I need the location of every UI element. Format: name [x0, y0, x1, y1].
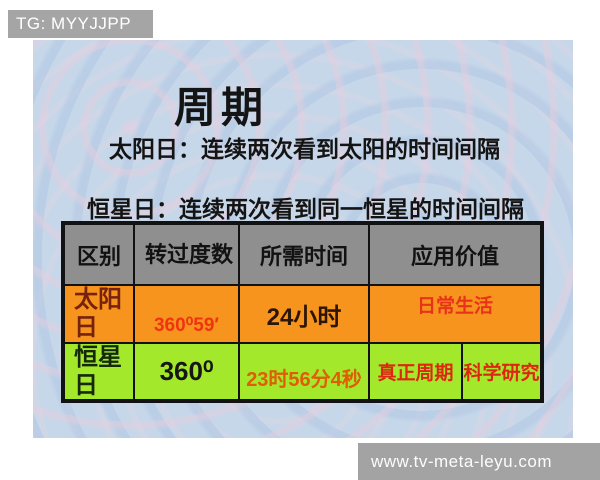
- sidereal-day-degrees-cell: 360⁰: [133, 341, 240, 403]
- header-degrees-rotated: 转过度数: [133, 222, 240, 286]
- header-distinction: 区别: [62, 222, 135, 286]
- header-application-value: 应用价值: [367, 222, 544, 286]
- solar-day-definition: 太阳日：连续两次看到太阳的时间间隔: [109, 137, 500, 162]
- solar-day-degrees-cell: 360⁰59′: [133, 284, 240, 344]
- solar-day-name-cell: 太阳日: [62, 284, 135, 344]
- sidereal-day-definition: 恒星日：连续两次看到同一恒星的时间间隔: [87, 197, 524, 222]
- site-watermark: www.tv-meta-leyu.com: [358, 443, 600, 480]
- table-row-solar-day: 太阳日 360⁰59′ 24小时 日常生活: [62, 284, 544, 344]
- slide-background: 周期 太阳日：连续两次看到太阳的时间间隔 恒星日：连续两次看到同一恒星的时间间隔…: [33, 40, 573, 438]
- slide-title: 周期: [174, 86, 269, 132]
- solar-day-value-cell: 日常生活: [367, 284, 544, 344]
- solar-day-time-cell: 24小时: [238, 284, 370, 344]
- sidereal-day-value-cell-2: 科学研究: [460, 341, 544, 403]
- sidereal-day-value-cell-1: 真正周期: [368, 341, 463, 403]
- sidereal-day-time-cell: 23时56分4秒: [238, 341, 370, 403]
- table-row-sidereal-day: 恒星日 360⁰ 23时56分4秒 真正周期 科学研究: [62, 341, 544, 403]
- day-comparison-table: 区别 转过度数 所需时间 应用价值 太阳日 360⁰59′ 24小时 日常生活 …: [61, 221, 545, 404]
- header-time-required: 所需时间: [238, 222, 370, 286]
- table-header-row: 区别 转过度数 所需时间 应用价值: [62, 222, 544, 286]
- sidereal-day-name-cell: 恒星日: [62, 341, 135, 403]
- telegram-watermark-banner: TG: MYYJJPP: [8, 10, 153, 38]
